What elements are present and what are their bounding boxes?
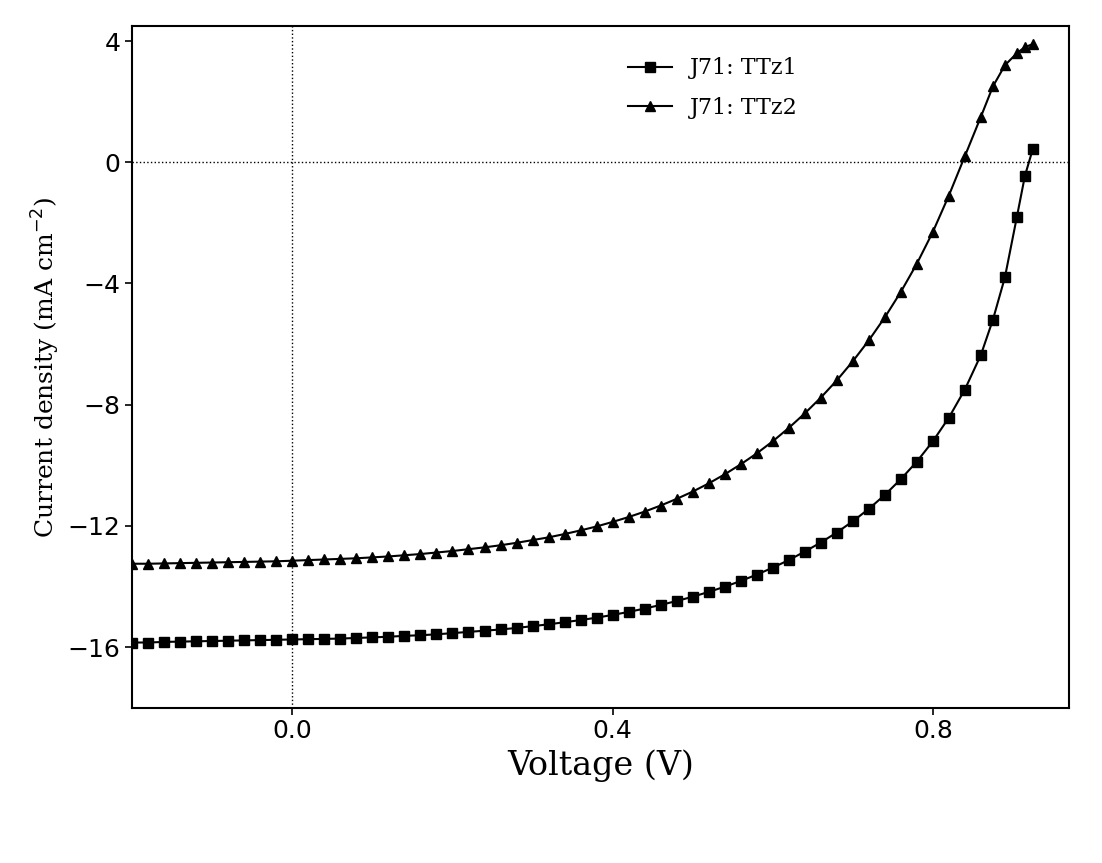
Line: J71: TTz2: J71: TTz2 xyxy=(128,39,1038,569)
Legend: J71: TTz1, J71: TTz2: J71: TTz1, J71: TTz2 xyxy=(628,58,798,119)
Line: J71: TTz1: J71: TTz1 xyxy=(128,144,1038,647)
J71: TTz1: (0.1, -15.7): TTz1: (0.1, -15.7) xyxy=(366,633,379,643)
J71: TTz1: (0.4, -14.9): TTz1: (0.4, -14.9) xyxy=(606,610,619,620)
J71: TTz1: (0.925, 0.45): TTz1: (0.925, 0.45) xyxy=(1026,143,1039,154)
J71: TTz2: (0.1, -13): TTz2: (0.1, -13) xyxy=(366,552,379,563)
J71: TTz2: (-0.2, -13.2): TTz2: (-0.2, -13.2) xyxy=(126,558,139,569)
J71: TTz1: (-0.16, -15.8): TTz1: (-0.16, -15.8) xyxy=(158,637,171,647)
Y-axis label: Current density (mA cm$^{-2}$): Current density (mA cm$^{-2}$) xyxy=(30,196,62,538)
J71: TTz1: (-0.02, -15.8): TTz1: (-0.02, -15.8) xyxy=(270,634,283,645)
J71: TTz2: (0.64, -8.29): TTz2: (0.64, -8.29) xyxy=(798,408,811,419)
J71: TTz2: (0.4, -11.9): TTz2: (0.4, -11.9) xyxy=(606,517,619,527)
J71: TTz2: (0.925, 3.9): TTz2: (0.925, 3.9) xyxy=(1026,39,1039,49)
J71: TTz2: (-0.08, -13.2): TTz2: (-0.08, -13.2) xyxy=(222,557,235,567)
J71: TTz1: (0.64, -12.8): TTz1: (0.64, -12.8) xyxy=(798,546,811,557)
J71: TTz2: (-0.16, -13.2): TTz2: (-0.16, -13.2) xyxy=(158,558,171,569)
J71: TTz1: (-0.2, -15.8): TTz1: (-0.2, -15.8) xyxy=(126,638,139,648)
J71: TTz1: (-0.08, -15.8): TTz1: (-0.08, -15.8) xyxy=(222,635,235,646)
X-axis label: Voltage (V): Voltage (V) xyxy=(507,749,694,782)
J71: TTz2: (-0.02, -13.2): TTz2: (-0.02, -13.2) xyxy=(270,556,283,566)
